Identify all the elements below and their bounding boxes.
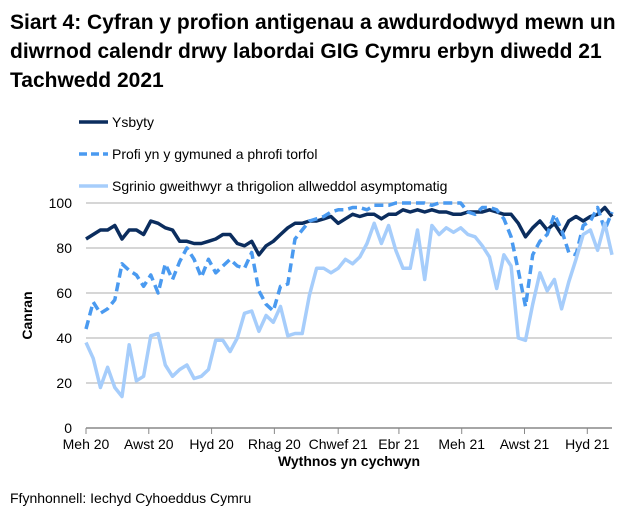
x-tick-label: Awst 20 [124,436,174,452]
y-tick-label: 80 [56,240,72,256]
y-tick-label: 100 [49,195,73,211]
x-tick-label: Meh 20 [63,436,110,452]
x-tick-label: Awst 21 [500,436,550,452]
legend-label: Sgrinio gweithwyr a thrigolion allweddol… [112,178,447,194]
x-tick-label: Chwef 21 [309,436,368,452]
series-line-3 [84,221,614,399]
y-tick-label: 60 [56,285,72,301]
x-axis-title: Wythnos yn cychwyn [278,453,420,469]
x-tick-label: Hyd 20 [189,436,234,452]
x-tick-label: Rhag 20 [248,436,301,452]
y-tick-label: 0 [64,420,72,436]
x-tick-label: Ebr 21 [378,436,419,452]
legend-label: Profi yn y gymuned a phrofi torfol [112,146,317,162]
x-tick-label: Hyd 21 [565,436,610,452]
series-line-2 [84,201,614,330]
legend-label: Ysbyty [112,114,154,130]
source-note: Ffynhonnell: Iechyd Cyhoeddus Cymru [10,490,252,506]
chart-title: Siart 4: Cyfran y profion antigenau a aw… [10,11,616,92]
y-tick-label: 20 [56,375,72,391]
y-axis-title: Canran [19,291,35,339]
x-tick-label: Meh 21 [438,436,485,452]
y-tick-label: 40 [56,330,72,346]
series-line-1 [85,205,614,257]
